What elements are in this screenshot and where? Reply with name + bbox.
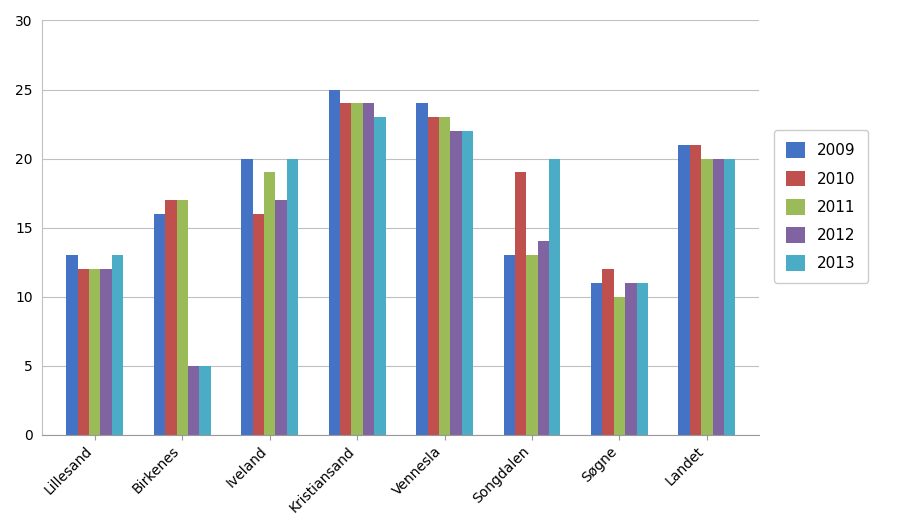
Bar: [199, 366, 210, 435]
Bar: [723, 158, 734, 435]
Bar: [188, 366, 199, 435]
Bar: [112, 255, 123, 435]
Legend: 2009, 2010, 2011, 2012, 2013: 2009, 2010, 2011, 2012, 2013: [773, 130, 867, 284]
Bar: [625, 283, 636, 435]
Bar: [100, 269, 112, 435]
Bar: [264, 172, 275, 435]
Bar: [329, 90, 340, 435]
Bar: [438, 117, 450, 435]
Bar: [689, 145, 701, 435]
Bar: [526, 255, 537, 435]
Bar: [241, 158, 252, 435]
Bar: [340, 103, 351, 435]
Bar: [537, 241, 548, 435]
Bar: [252, 214, 264, 435]
Bar: [415, 103, 427, 435]
Bar: [450, 131, 461, 435]
Bar: [701, 158, 712, 435]
Bar: [154, 214, 165, 435]
Bar: [66, 255, 78, 435]
Bar: [362, 103, 374, 435]
Bar: [165, 200, 176, 435]
Bar: [678, 145, 689, 435]
Bar: [351, 103, 362, 435]
Bar: [176, 200, 188, 435]
Bar: [427, 117, 438, 435]
Bar: [601, 269, 613, 435]
Bar: [548, 158, 560, 435]
Bar: [286, 158, 298, 435]
Bar: [78, 269, 89, 435]
Bar: [374, 117, 385, 435]
Bar: [89, 269, 100, 435]
Bar: [613, 297, 625, 435]
Bar: [591, 283, 601, 435]
Bar: [503, 255, 515, 435]
Bar: [275, 200, 286, 435]
Bar: [461, 131, 472, 435]
Bar: [515, 172, 526, 435]
Bar: [636, 283, 647, 435]
Bar: [712, 158, 723, 435]
